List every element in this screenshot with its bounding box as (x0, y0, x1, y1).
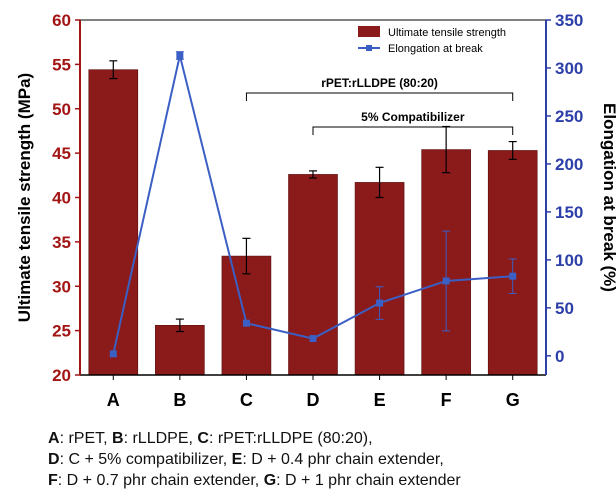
bracket-2 (313, 127, 513, 135)
legend-swatch-bar (358, 26, 380, 37)
bracket-label-1: rPET:rLLDPE (80:20) (321, 76, 438, 90)
x-tick-label-g: G (506, 390, 520, 410)
left-tick-label-25: 25 (52, 322, 71, 341)
caption-text-d: : C + 5% compatibilizer, (60, 451, 232, 468)
caption-text-e: : D + 0.4 phr chain extender, (242, 451, 443, 468)
left-axis-title: Ultimate tensile strength (MPa) (15, 73, 34, 322)
right-tick-label-100: 100 (555, 251, 583, 270)
left-tick-label-60: 60 (52, 11, 71, 30)
caption-key-a: A (48, 430, 60, 447)
line-point-g (509, 273, 516, 280)
right-tick-label-150: 150 (555, 203, 583, 222)
legend-label-line: Elongation at break (388, 43, 483, 55)
right-tick-label-250: 250 (555, 107, 583, 126)
right-tick-label-0: 0 (555, 347, 564, 366)
caption-key-d: D (48, 451, 60, 468)
left-tick-label-35: 35 (52, 233, 71, 252)
caption-text-a: : rPET, (60, 430, 112, 447)
bar-a (89, 70, 138, 375)
chart: rPET:rLLDPE (80:20) 5% Compatibilizer 20 25… (0, 0, 616, 420)
left-tick-label-30: 30 (52, 277, 71, 296)
caption-key-c: C (197, 430, 209, 447)
line-point-a (110, 350, 117, 357)
caption-text-f: : D + 0.7 phr chain extender, (58, 472, 264, 489)
x-tick-label-f: F (441, 390, 452, 410)
caption-key-g: G (264, 472, 276, 489)
left-tick-label-55: 55 (52, 55, 71, 74)
caption-text-c: : rPET:rLLDPE (80:20), (209, 430, 373, 447)
x-tick-label-d: D (307, 390, 320, 410)
line-point-b (176, 52, 183, 59)
legend-swatch-marker (366, 45, 372, 51)
x-tick-label-c: C (240, 390, 253, 410)
caption-text-b: : rLLDPE, (124, 430, 198, 447)
legend-label-bar: Ultimate tensile strength (388, 27, 506, 39)
line-point-e (376, 300, 383, 307)
left-tick-label-20: 20 (52, 366, 71, 385)
x-tick-label-a: A (107, 390, 120, 410)
bracket-label-2: 5% Compatibilizer (361, 110, 465, 124)
left-tick-label-40: 40 (52, 189, 71, 208)
caption-line-3: F: D + 0.7 phr chain extender, G: D + 1 … (48, 472, 461, 490)
caption-key-b: B (112, 430, 124, 447)
bar-e (355, 182, 404, 375)
caption-line-2: D: C + 5% compatibilizer, E: D + 0.4 phr… (48, 451, 444, 469)
bar-b (155, 325, 204, 375)
left-tick-label-45: 45 (52, 144, 71, 163)
right-axis-title: Elongation at break (%) (600, 103, 616, 292)
line-point-f (443, 277, 450, 284)
bar-d (289, 174, 338, 375)
line-point-c (243, 320, 250, 327)
x-tick-label-e: E (374, 390, 386, 410)
caption-line-1: A: rPET, B: rLLDPE, C: rPET:rLLDPE (80:2… (48, 430, 373, 448)
left-tick-label-50: 50 (52, 100, 71, 119)
x-tick-label-b: B (173, 390, 186, 410)
right-tick-label-300: 300 (555, 59, 583, 78)
caption-key-f: F (48, 472, 58, 489)
caption-text-g: : D + 1 phr chain extender (276, 472, 461, 489)
right-tick-label-50: 50 (555, 299, 574, 318)
caption-key-e: E (232, 451, 243, 468)
bracket-1 (246, 93, 512, 101)
right-tick-label-350: 350 (555, 11, 583, 30)
line-point-d (310, 335, 317, 342)
right-tick-label-200: 200 (555, 155, 583, 174)
